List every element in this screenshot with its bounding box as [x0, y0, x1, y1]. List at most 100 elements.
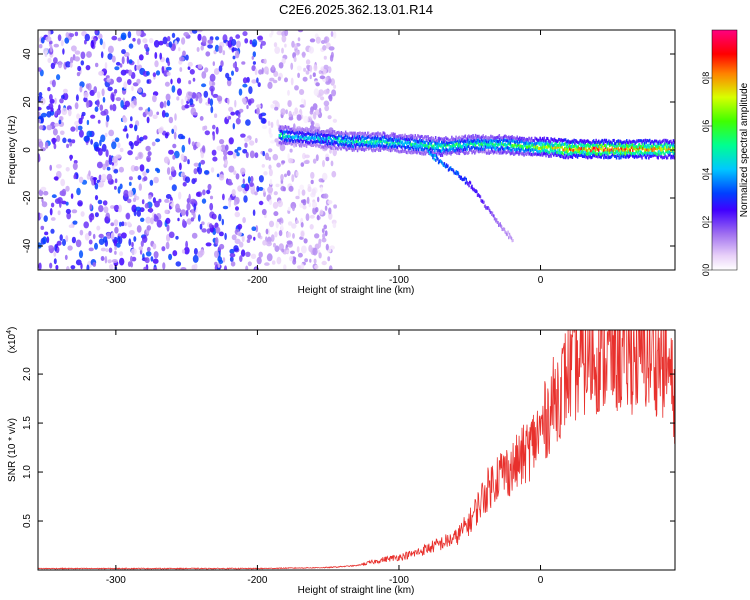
- heatmap-cell: [110, 205, 115, 209]
- heatmap-cell: [175, 203, 180, 212]
- heatmap-cell: [327, 131, 330, 134]
- heatmap-cell: [666, 151, 669, 154]
- heatmap-cell: [437, 148, 439, 152]
- heatmap-cell: [225, 144, 229, 151]
- heatmap-cell: [302, 143, 304, 147]
- heatmap-cell: [470, 141, 473, 145]
- heatmap-cell: [284, 125, 287, 128]
- heatmap-cell: [47, 30, 51, 37]
- heatmap-cell: [443, 143, 445, 147]
- heatmap-cell: [483, 138, 485, 142]
- heatmap-cell: [329, 145, 332, 149]
- heatmap-cell: [213, 68, 220, 75]
- heatmap-cell: [458, 139, 461, 142]
- heatmap-cell: [629, 140, 631, 144]
- heatmap-cell: [389, 142, 392, 146]
- heatmap-cell: [367, 131, 370, 135]
- heatmap-cell: [475, 140, 478, 144]
- heatmap-cell: [344, 145, 346, 149]
- heatmap-cell: [365, 141, 367, 144]
- heatmap-cell: [513, 152, 515, 156]
- heatmap-cell: [271, 64, 275, 71]
- heatmap-cell: [615, 150, 618, 154]
- heatmap-cell: [638, 154, 641, 158]
- heatmap-cell: [306, 196, 310, 204]
- heatmap-cell: [484, 136, 486, 140]
- heatmap-cell: [501, 145, 503, 149]
- heatmap-cell: [433, 157, 436, 161]
- heatmap-cell: [235, 117, 241, 125]
- heatmap-cell: [457, 136, 460, 140]
- heatmap-cell: [331, 170, 337, 178]
- heatmap-cell: [152, 243, 157, 250]
- heatmap-cell: [659, 146, 661, 150]
- heatmap-cell: [454, 149, 456, 153]
- heatmap-cell: [554, 146, 557, 150]
- heatmap-cell: [579, 152, 581, 156]
- heatmap-cell: [396, 135, 399, 139]
- heatmap-cell: [375, 145, 377, 148]
- heatmap-cell: [236, 152, 240, 157]
- heatmap-cell: [65, 208, 71, 214]
- heatmap-cell: [424, 152, 427, 156]
- heatmap-cell: [406, 136, 409, 140]
- heatmap-cell: [303, 115, 309, 124]
- heatmap-cell: [333, 142, 335, 146]
- heatmap-cell: [274, 231, 278, 238]
- heatmap-cell: [613, 138, 615, 142]
- heatmap-cell: [66, 212, 72, 220]
- heatmap-cell: [313, 143, 315, 146]
- heatmap-cell: [334, 141, 337, 145]
- heatmap-cell: [636, 155, 638, 159]
- heatmap-cell: [300, 222, 304, 228]
- heatmap-cell: [321, 141, 323, 145]
- heatmap-cell: [601, 152, 603, 156]
- heatmap-cell: [572, 153, 574, 157]
- heatmap-cell: [168, 231, 175, 239]
- heatmap-cell: [423, 148, 425, 152]
- heatmap-cell: [602, 153, 604, 157]
- heatmap-cell: [589, 152, 591, 156]
- heatmap-cell: [494, 143, 496, 147]
- heatmap-cell: [542, 138, 545, 142]
- heatmap-cell: [320, 139, 322, 143]
- heatmap-cell: [583, 155, 586, 159]
- heatmap-cell: [465, 137, 467, 141]
- heatmap-cell: [532, 139, 535, 142]
- heatmap-cell: [448, 139, 450, 142]
- heatmap-cell: [519, 138, 522, 142]
- heatmap-cell: [353, 133, 355, 137]
- heatmap-cell: [587, 152, 590, 156]
- heatmap-cell: [278, 127, 281, 131]
- heatmap-cell: [293, 136, 295, 140]
- heatmap-cell: [352, 131, 354, 135]
- heatmap-cell: [507, 142, 509, 145]
- heatmap-cell: [626, 140, 629, 144]
- heatmap-cell: [571, 142, 574, 146]
- heatmap-cell: [299, 184, 305, 190]
- heatmap-cell: [396, 145, 399, 149]
- heatmap-cell: [180, 267, 187, 270]
- heatmap-cell: [424, 141, 427, 145]
- heatmap-cell: [436, 141, 439, 145]
- heatmap-cell: [372, 141, 375, 145]
- heatmap-cell: [245, 151, 249, 159]
- heatmap-cell: [428, 150, 431, 154]
- heatmap-cell: [190, 198, 197, 203]
- heatmap-cell: [141, 199, 145, 205]
- heatmap-cell: [281, 126, 283, 130]
- heatmap-cell: [589, 141, 591, 145]
- heatmap-cell: [430, 150, 432, 154]
- heatmap-cell: [96, 225, 101, 231]
- heatmap-cell: [352, 138, 354, 142]
- heatmap-cell: [460, 149, 462, 153]
- heatmap-cell: [510, 139, 512, 142]
- heatmap-cell: [131, 85, 134, 92]
- heatmap-cell: [486, 144, 489, 148]
- heatmap-cell: [308, 128, 310, 131]
- heatmap-cell: [130, 165, 136, 172]
- heatmap-cell: [536, 150, 539, 154]
- heatmap-cell: [607, 156, 609, 160]
- heatmap-cell: [434, 141, 437, 145]
